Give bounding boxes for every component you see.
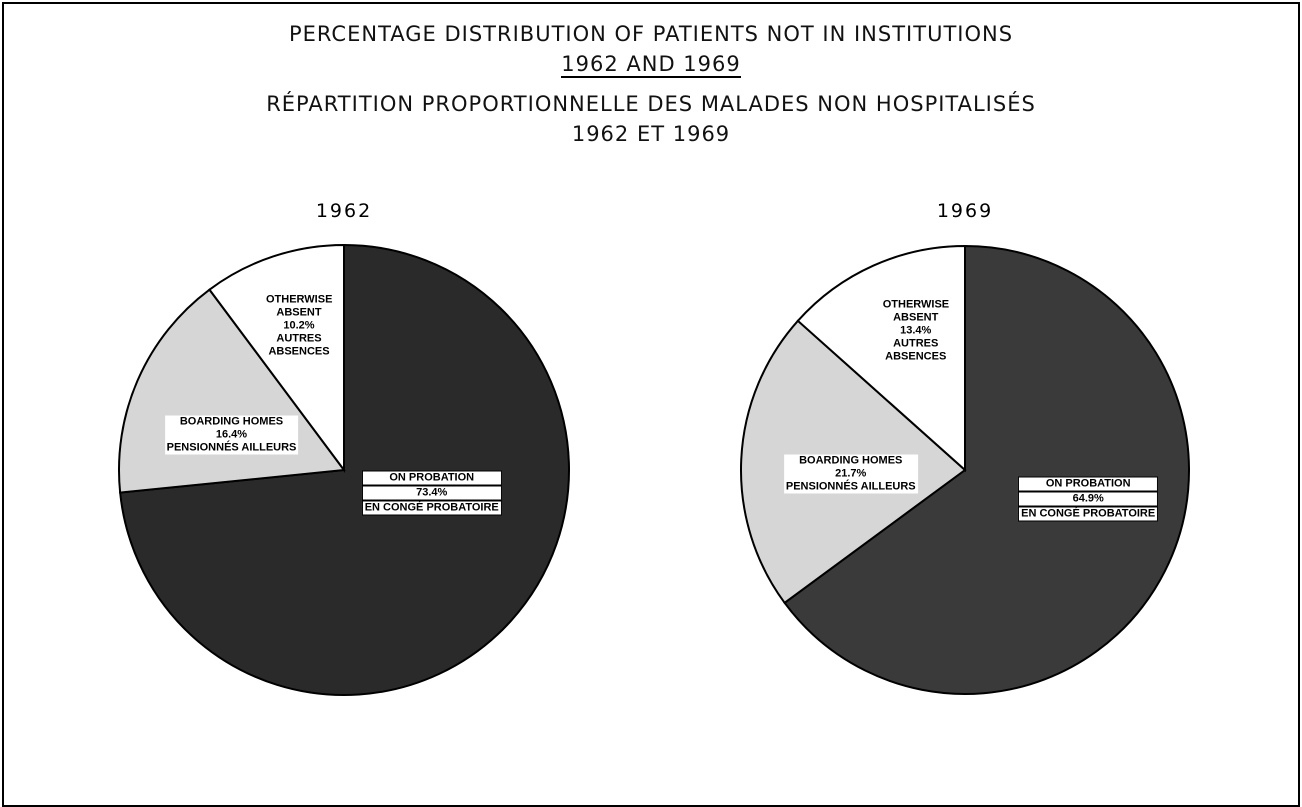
pie-slice <box>783 244 1190 695</box>
slice-category-fr: PENSIONNÉS AILLEURS <box>164 441 299 455</box>
slice-category: OTHERWISE ABSENT <box>880 298 951 325</box>
pie-title: 1962 <box>294 200 394 222</box>
slice-label: ON PROBATION 73.4% EN CONGÉ PROBATOIRE <box>361 470 502 515</box>
slice-category-fr: PENSIONNÉS AILLEURS <box>783 480 918 494</box>
title-line: PERCENTAGE DISTRIBUTION OF PATIENTS NOT … <box>288 22 1014 46</box>
slice-category-fr: AUTRES ABSENCES <box>264 332 334 359</box>
slice-category: BOARDING HOMES <box>164 415 299 429</box>
slice-category: ON PROBATION <box>361 470 502 485</box>
slice-label: OTHERWISE ABSENT 10.2% AUTRES ABSENCES <box>264 293 334 359</box>
slice-category: OTHERWISE ABSENT <box>264 293 334 320</box>
title-line: RÉPARTITION PROPORTIONNELLE DES MALADES … <box>266 92 1036 116</box>
slice-label: BOARDING HOMES 16.4% PENSIONNÉS AILLEURS <box>164 415 299 455</box>
slice-value: 13.4% <box>880 324 951 338</box>
slice-label: OTHERWISE ABSENT 13.4% AUTRES ABSENCES <box>880 298 951 364</box>
slice-category-fr: EN CONGÉ PROBATOIRE <box>1018 506 1159 522</box>
slice-category: ON PROBATION <box>1018 476 1159 492</box>
slice-value: 16.4% <box>164 428 299 442</box>
pie-title-text: 1969 <box>936 200 994 222</box>
slice-category: BOARDING HOMES <box>783 454 918 468</box>
slice-label: ON PROBATION 64.9% EN CONGÉ PROBATOIRE <box>1018 476 1159 522</box>
pie-title: 1969 <box>915 200 1015 222</box>
slice-label: BOARDING HOMES 21.7% PENSIONNÉS AILLEURS <box>783 454 918 494</box>
title-line: 1962 AND 1969 <box>0 52 1302 78</box>
title-year: 1962 AND 1969 <box>561 52 741 78</box>
slice-value: 21.7% <box>783 467 918 481</box>
slice-value: 10.2% <box>264 319 334 333</box>
pie-title-text: 1962 <box>315 200 373 222</box>
slice-value: 73.4% <box>361 485 502 500</box>
title-line: 1962 ET 1969 <box>571 122 731 146</box>
slice-value: 64.9% <box>1018 491 1159 507</box>
slice-category-fr: EN CONGÉ PROBATOIRE <box>361 500 502 515</box>
slice-category-fr: AUTRES ABSENCES <box>880 337 951 364</box>
